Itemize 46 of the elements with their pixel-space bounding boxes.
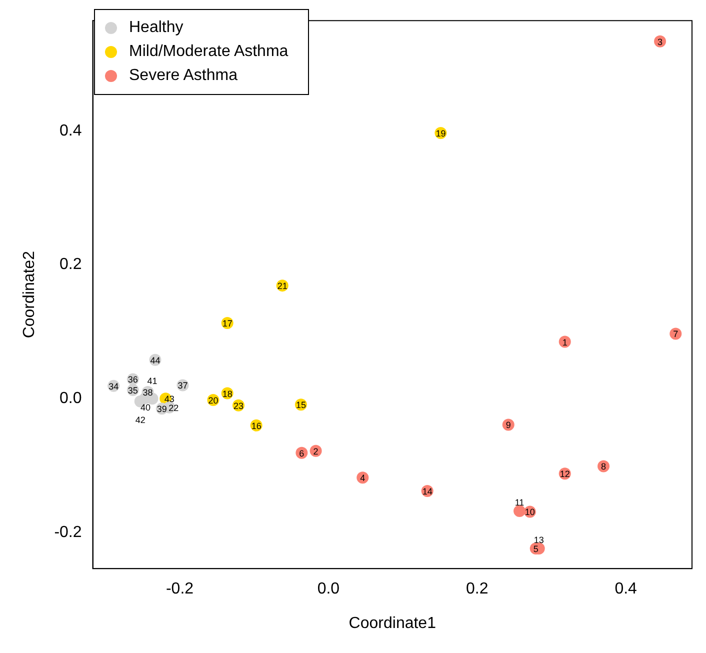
- x-axis-title: Coordinate1: [348, 614, 436, 632]
- annotation: 17: [222, 318, 232, 329]
- annotation: 2: [313, 446, 318, 456]
- annotation: 34: [108, 381, 119, 392]
- annotation: 7: [673, 329, 678, 340]
- annotation: 5: [533, 544, 538, 554]
- annotation: 1: [562, 337, 568, 348]
- annotation: 11: [514, 498, 524, 508]
- annotation: 15: [296, 400, 306, 410]
- x-tick-label: 0.0: [317, 580, 340, 598]
- annotation: 14: [422, 486, 432, 496]
- x-tick-label: 0.4: [614, 580, 638, 598]
- annotation: 8: [601, 462, 606, 472]
- annotation: 39: [156, 404, 167, 414]
- annotation: 42: [135, 414, 146, 425]
- annotation: 41: [147, 376, 158, 386]
- annotation: 35: [128, 385, 138, 396]
- y-tick-label: -0.2: [54, 524, 82, 541]
- x-tick-label: -0.2: [166, 580, 194, 598]
- annotation: 12: [560, 469, 570, 480]
- annotation: 37: [178, 380, 188, 391]
- annotation: 40: [140, 402, 151, 412]
- annotation: 4: [360, 473, 366, 484]
- annotation: 10: [524, 507, 535, 518]
- annotation: 22: [168, 403, 179, 414]
- annotation: 6: [299, 448, 304, 458]
- y-tick-label: 0.2: [60, 256, 82, 274]
- annotation: 44: [150, 355, 160, 366]
- annotation: 9: [506, 420, 511, 430]
- annotation: 36: [128, 374, 138, 385]
- annotation: 16: [251, 420, 262, 431]
- x-tick-label: 0.2: [466, 580, 488, 598]
- y-axis-title: Coordinate2: [21, 250, 38, 338]
- annotation: 20: [208, 395, 218, 406]
- y-tick-label: 0.4: [60, 122, 82, 140]
- legend-label: Mild/Moderate Asthma: [129, 43, 288, 61]
- annotation: 13: [534, 535, 544, 546]
- legend-label: Severe Asthma: [129, 67, 238, 85]
- annotation: 23: [233, 400, 244, 411]
- annotation: 21: [277, 281, 288, 292]
- annotation: 3: [658, 36, 663, 47]
- annotation: 19: [436, 128, 446, 138]
- annotation: 38: [142, 387, 153, 398]
- y-tick-label: 0.0: [60, 390, 82, 408]
- legend-label: Healthy: [129, 19, 184, 37]
- annotation: 18: [222, 388, 232, 399]
